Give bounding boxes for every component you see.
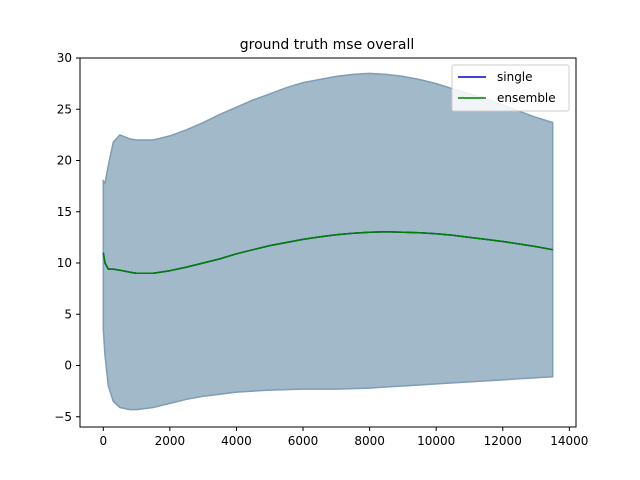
x-tick-label: 0 [99, 434, 107, 448]
series-line-ensemble [102, 230, 553, 275]
legend-label-ensemble: ensemble [497, 91, 556, 105]
legend-label-single: single [497, 70, 533, 84]
y-tick-label: 5 [64, 307, 72, 321]
y-tick-label: 30 [57, 51, 72, 65]
legend: single ensemble [451, 64, 570, 112]
x-tick-label: 6000 [288, 434, 319, 448]
axes-frame [79, 57, 577, 428]
x-tick-label: 8000 [354, 434, 385, 448]
y-tick-label: 25 [57, 102, 72, 116]
y-tick-label: 15 [57, 205, 72, 219]
x-tick-label: 14000 [550, 434, 588, 448]
chart-title: ground truth mse overall [240, 37, 415, 53]
y-tick-label: 0 [64, 359, 72, 373]
x-tick-label: 2000 [155, 434, 186, 448]
axes: 0 2000 4000 6000 8000 10000 12000 14000 −5 0 5 10 15… [54, 51, 588, 448]
x-tick-label: 10000 [417, 434, 455, 448]
x-tick-label: 4000 [221, 434, 252, 448]
x-tick-label: 12000 [484, 434, 522, 448]
uncertainty-band [102, 72, 554, 411]
plot-area [102, 72, 554, 411]
y-tick-label: −5 [54, 410, 72, 424]
y-tick-label: 10 [57, 256, 72, 270]
y-tick-label: 20 [57, 154, 72, 168]
